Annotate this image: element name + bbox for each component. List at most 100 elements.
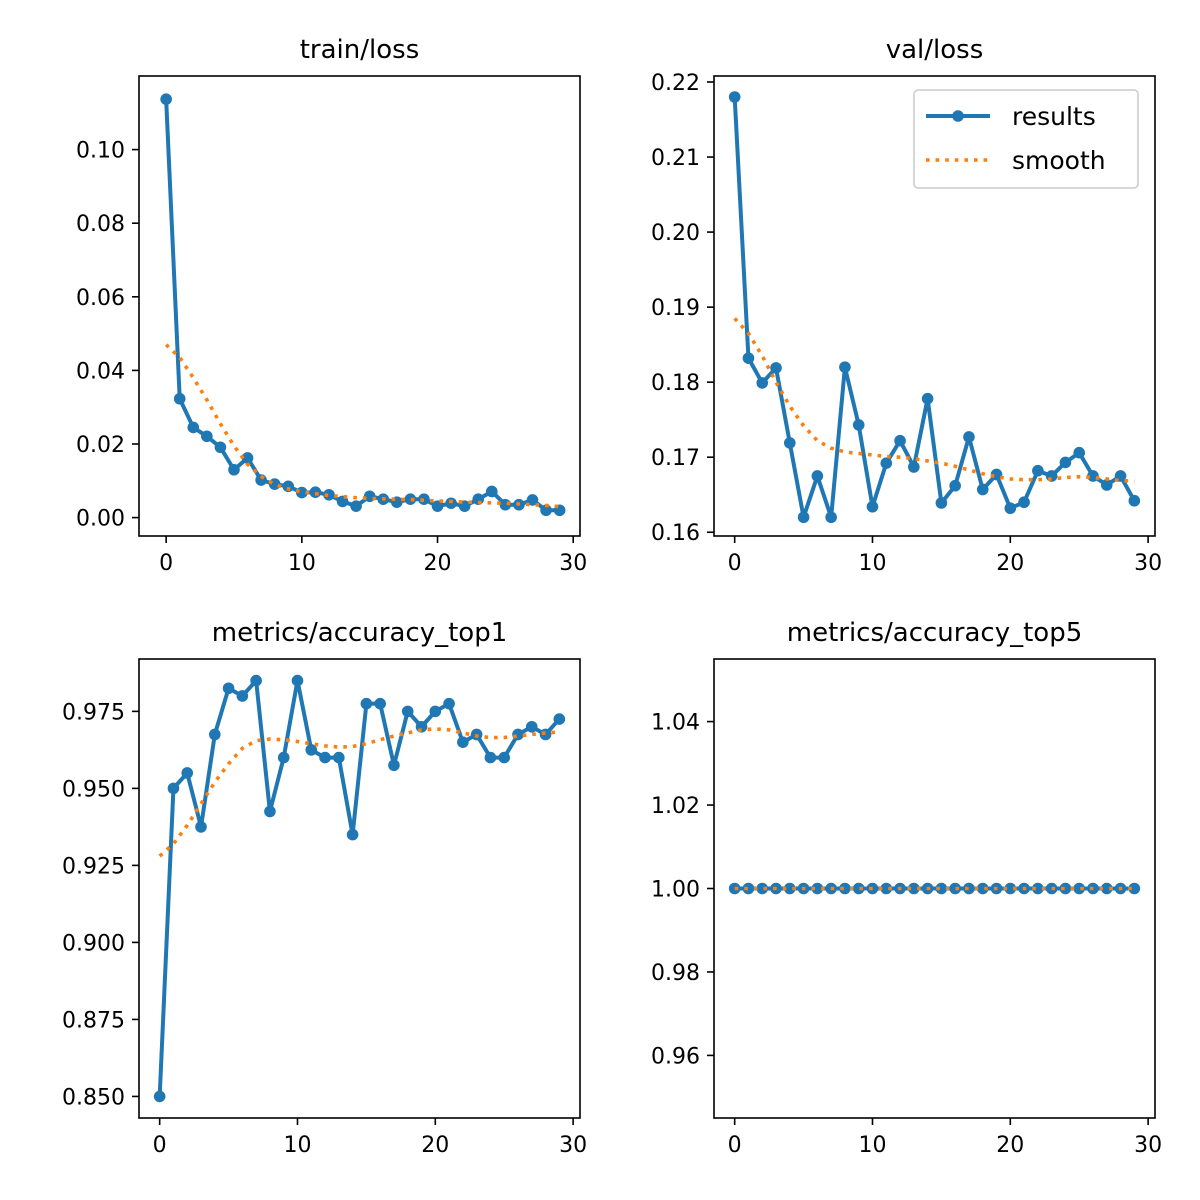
data-point: [431, 500, 444, 512]
chart-panel-3: metrics/accuracy_top1 0 10 20 30 0.850 0.875 0.…: [62, 618, 587, 1158]
y-tick-label: 0.925: [62, 854, 125, 879]
data-point: [181, 767, 194, 779]
data-point: [401, 705, 414, 718]
data-point: [797, 511, 810, 524]
legend-results-marker: [952, 110, 964, 122]
data-point: [457, 736, 469, 748]
y-tick-label: 0.850: [62, 1085, 125, 1110]
data-point: [236, 690, 249, 702]
data-point: [1073, 446, 1086, 459]
data-point: [445, 497, 457, 510]
data-point: [1059, 456, 1072, 469]
x-tick-label: 30: [1134, 1133, 1162, 1158]
data-point: [443, 697, 455, 710]
x-tick-label: 0: [728, 1133, 742, 1158]
data-point: [1004, 882, 1017, 895]
data-point: [880, 457, 893, 470]
data-point: [852, 882, 865, 895]
data-point: [512, 728, 524, 741]
y-tick-label: 0.00: [76, 507, 125, 532]
data-point: [908, 882, 920, 895]
x-tick-label: 30: [559, 551, 587, 576]
series-results: [728, 882, 1141, 895]
data-point: [1100, 882, 1113, 895]
data-point: [1032, 464, 1044, 477]
series-results: [728, 91, 1141, 524]
series-smooth: [164, 343, 560, 509]
chart-title: val/loss: [886, 35, 984, 65]
legend-label-smooth: smooth: [1012, 146, 1106, 175]
data-point: [319, 751, 331, 764]
data-point: [305, 744, 318, 756]
data-point: [1128, 494, 1141, 507]
data-point: [277, 751, 290, 764]
smooth-line: [164, 343, 560, 509]
x-tick-label: 30: [1134, 551, 1162, 576]
y-tick-label: 0.22: [651, 71, 700, 96]
data-point: [526, 494, 539, 506]
data-point: [825, 511, 837, 524]
data-point: [222, 682, 235, 695]
data-point: [742, 882, 755, 895]
data-point: [894, 434, 906, 447]
chart-title: metrics/accuracy_top5: [787, 618, 1082, 648]
data-point: [214, 441, 227, 454]
data-point: [282, 480, 295, 493]
y-tick-label: 0.900: [62, 931, 125, 956]
chart-panel-1: train/loss 0 10 20 30 0.00 0.02 0.04 0.06 0.08 0.1…: [76, 35, 587, 576]
data-point: [728, 91, 741, 103]
data-point: [963, 882, 975, 895]
data-point: [756, 882, 769, 895]
data-point: [167, 782, 180, 795]
data-point: [935, 882, 948, 895]
data-point: [404, 493, 417, 506]
x-tick-label: 10: [283, 1133, 311, 1158]
data-point: [742, 352, 755, 364]
data-point: [839, 882, 851, 895]
data-point: [388, 759, 400, 772]
data-point: [852, 419, 865, 431]
x-tick-label: 10: [858, 1133, 886, 1158]
data-point: [429, 705, 442, 718]
data-point: [921, 392, 934, 405]
data-point: [346, 828, 359, 841]
axes-frame: [713, 75, 1156, 537]
x-tick-label: 30: [559, 1133, 587, 1158]
data-point: [228, 463, 240, 476]
y-tick-label: 0.10: [76, 139, 125, 164]
data-point: [811, 470, 824, 482]
y-tick-label: 0.875: [62, 1008, 125, 1033]
data-point: [241, 452, 254, 464]
y-tick-label: 1.04: [651, 711, 700, 736]
data-point: [360, 697, 373, 710]
data-point: [976, 483, 989, 496]
y-tick-label: 0.16: [651, 521, 700, 546]
x-tick-label: 20: [424, 551, 452, 576]
y-tick-label: 0.08: [76, 212, 125, 237]
legend: results smooth: [913, 89, 1139, 189]
data-point: [1018, 496, 1030, 509]
data-point: [756, 377, 769, 389]
y-tick-label: 1.00: [651, 878, 700, 903]
data-point: [525, 720, 538, 733]
y-tick-label: 0.975: [62, 700, 125, 725]
x-tick-label: 20: [421, 1133, 449, 1158]
data-point: [1128, 882, 1141, 895]
data-point: [173, 392, 186, 405]
x-tick-label: 10: [858, 551, 886, 576]
data-point: [187, 421, 200, 434]
y-tick-label: 0.17: [651, 446, 700, 471]
data-point: [374, 697, 386, 710]
data-point: [486, 485, 498, 498]
y-tick-label: 1.02: [651, 794, 700, 819]
data-point: [949, 882, 961, 895]
data-point: [264, 805, 276, 818]
data-point: [153, 1090, 166, 1103]
series-results: [153, 674, 566, 1103]
data-point: [935, 497, 948, 509]
data-point: [783, 882, 796, 895]
data-point: [1059, 882, 1072, 895]
data-point: [1045, 470, 1058, 482]
